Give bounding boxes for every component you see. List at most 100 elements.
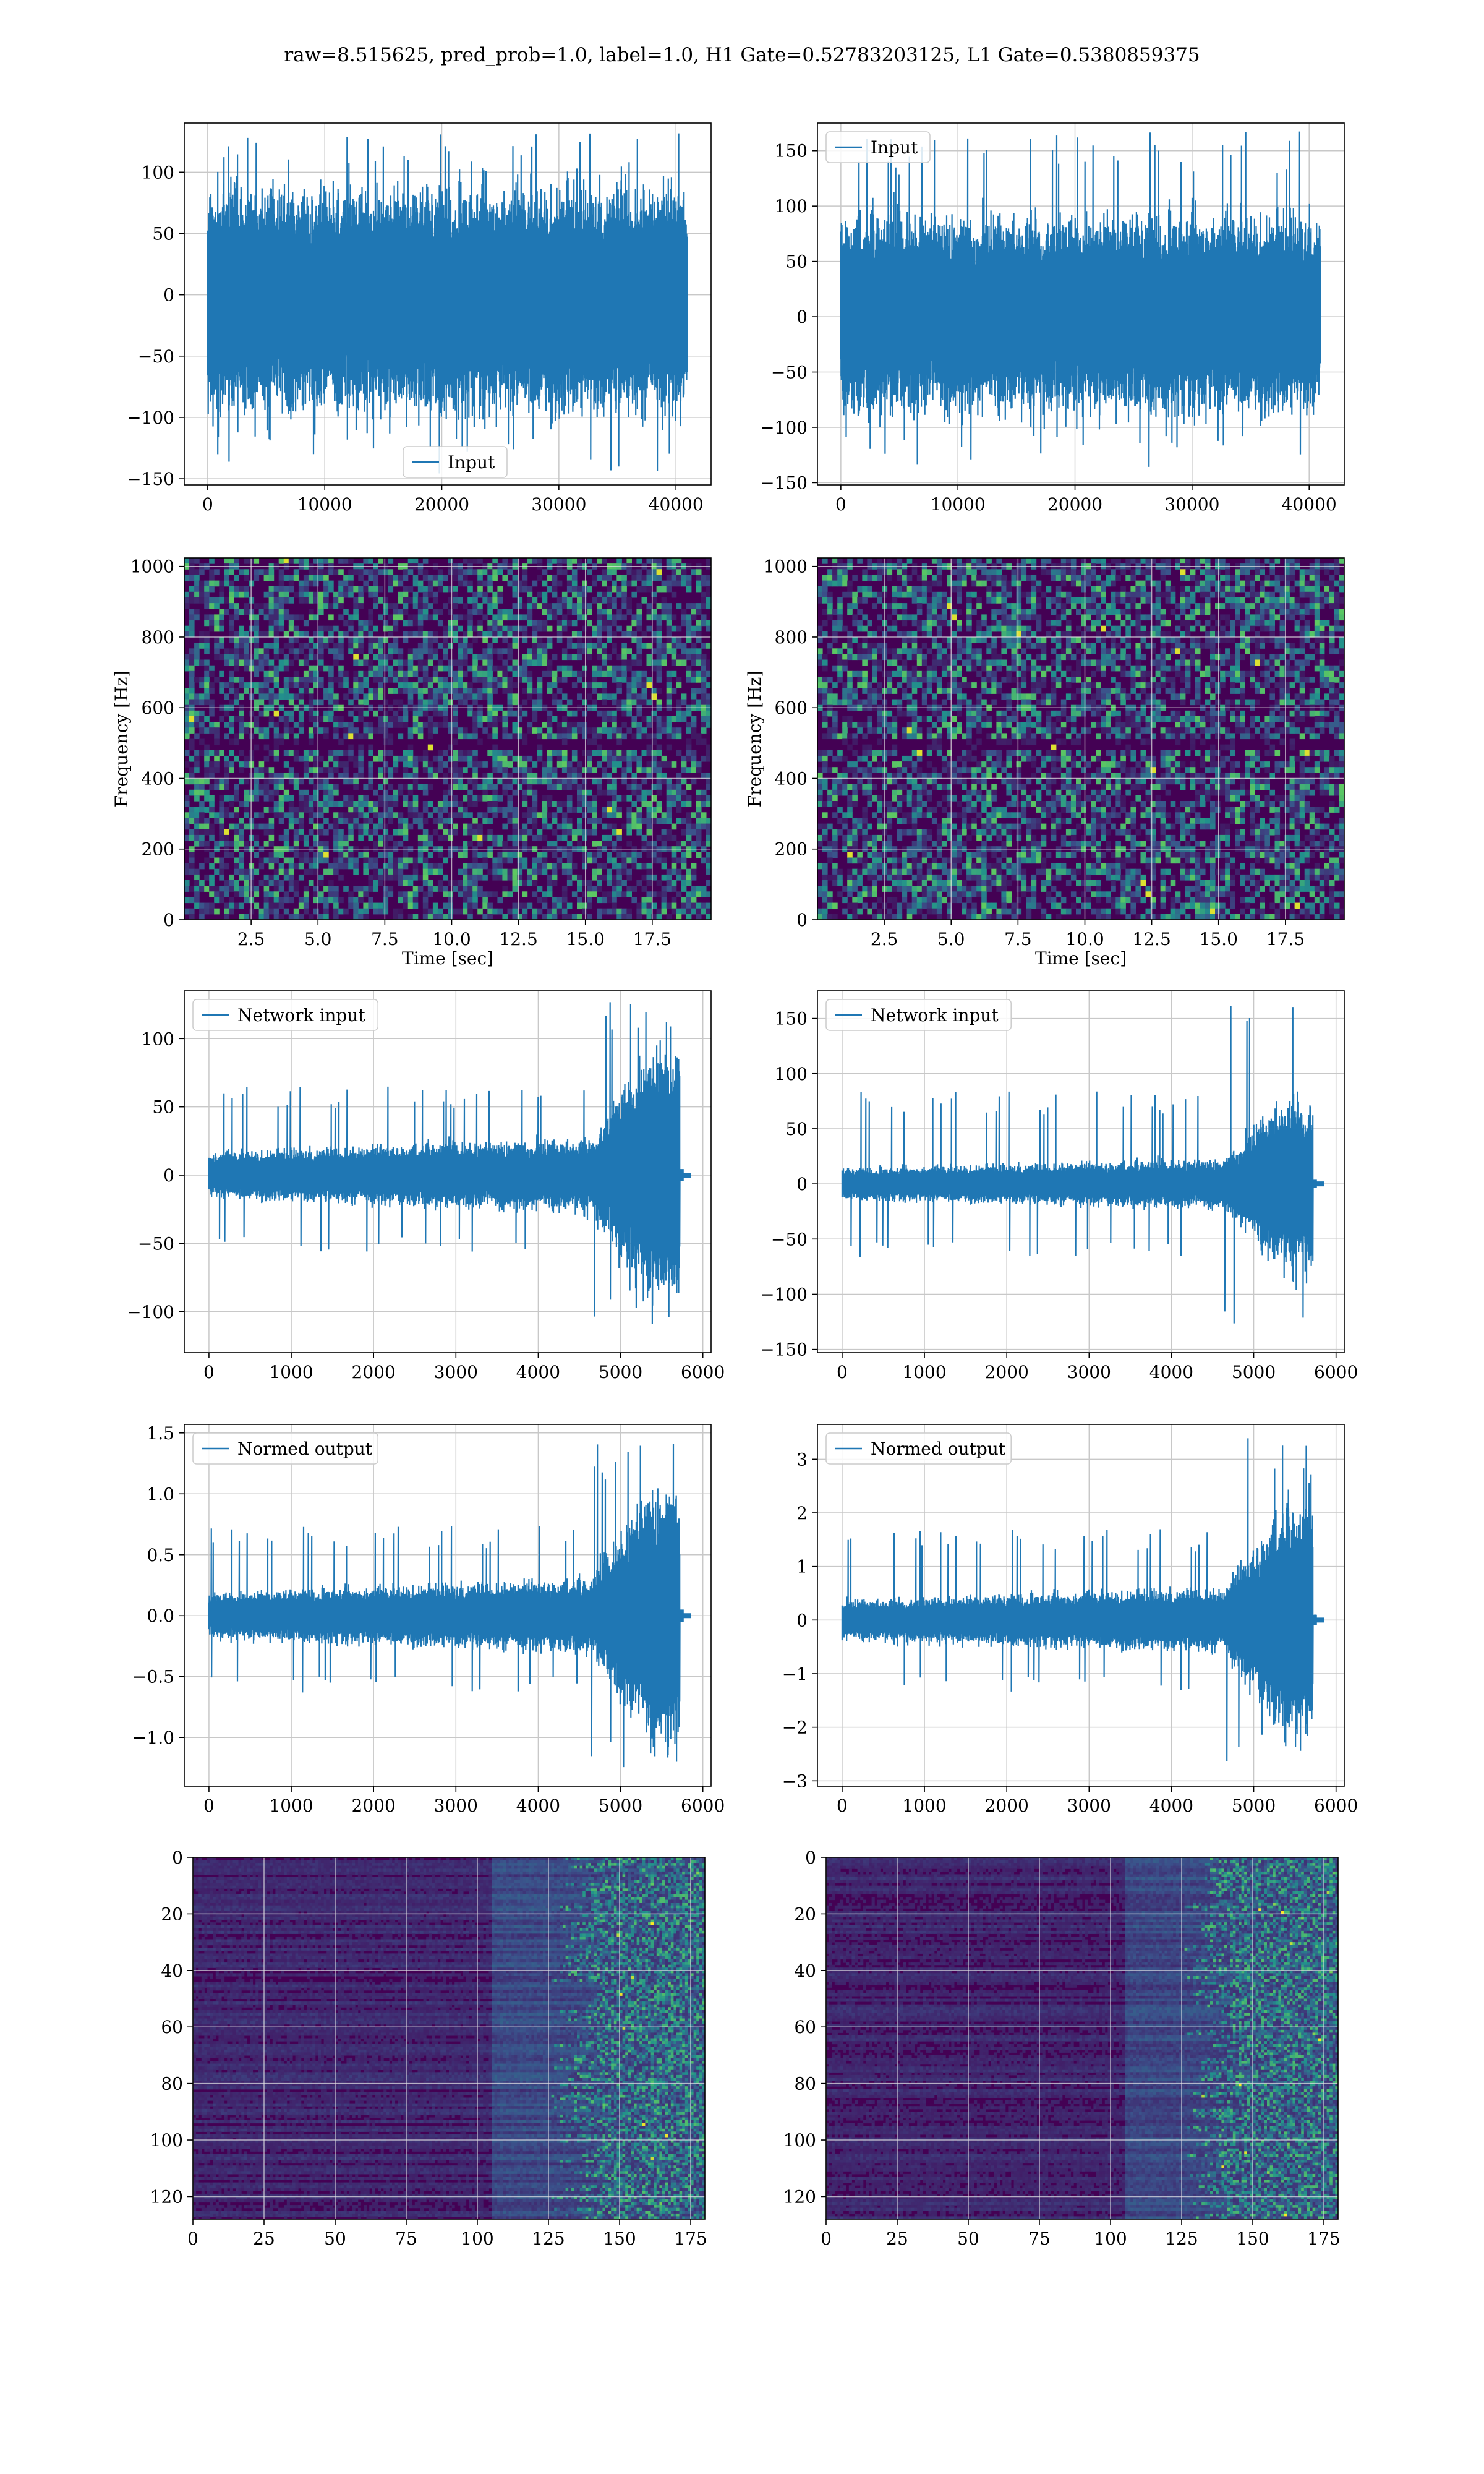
heatmap-cell: [348, 834, 354, 841]
heatmap-cell: [957, 591, 962, 598]
heatmap-cell: [902, 569, 908, 575]
heatmap-cell: [686, 841, 692, 847]
heatmap-cell: [268, 829, 275, 836]
heatmap-cell: [254, 834, 260, 841]
heatmap-cell: [412, 670, 419, 677]
heatmap-cell: [239, 637, 244, 643]
heatmap-cell: [566, 603, 573, 609]
heatmap-cell: [582, 801, 587, 807]
heatmap-cell: [1240, 586, 1245, 593]
heatmap-cell: [283, 727, 289, 734]
heatmap-cell: [184, 795, 190, 802]
heatmap-cell: [278, 897, 284, 904]
heatmap-cell: [547, 710, 553, 717]
heatmap-cell: [353, 761, 359, 768]
heatmap-cell: [254, 789, 260, 796]
heatmap-cell: [293, 807, 299, 813]
heatmap-cell: [616, 891, 622, 897]
heatmap-cell: [308, 710, 314, 717]
heatmap-cell: [412, 716, 419, 722]
heatmap-cell: [641, 841, 647, 847]
heatmap-cell: [1150, 609, 1156, 615]
heatmap-cell: [696, 807, 702, 813]
heatmap-cell: [646, 801, 652, 807]
heatmap-cell: [458, 868, 463, 875]
heatmap-cell: [244, 795, 250, 802]
heatmap-cell: [602, 569, 607, 575]
heatmap-cell: [497, 609, 503, 615]
heatmap-cell: [1006, 586, 1012, 593]
heatmap-cell: [542, 807, 548, 813]
heatmap-cell: [542, 914, 548, 920]
heatmap-cell: [621, 643, 627, 649]
heatmap-cell: [1011, 609, 1017, 615]
heatmap-cell: [214, 755, 220, 762]
heatmap-cell: [556, 755, 563, 762]
heatmap-cell: [1304, 586, 1310, 593]
heatmap-cell: [681, 648, 687, 654]
heatmap-cell: [194, 841, 200, 847]
heatmap-cell: [1125, 558, 1131, 564]
heatmap-cell: [328, 625, 334, 632]
heatmap-cell: [328, 823, 334, 830]
heatmap-cell: [353, 637, 359, 643]
heatmap-cell: [852, 620, 858, 627]
heatmap-cell: [597, 631, 602, 638]
heatmap-cell: [298, 897, 304, 904]
heatmap-cell: [229, 699, 234, 706]
heatmap-cell: [258, 648, 265, 654]
heatmap-cell: [467, 558, 473, 564]
heatmap-cell: [641, 733, 647, 740]
heatmap-cell: [263, 902, 270, 909]
heatmap-cell: [318, 603, 324, 609]
heatmap-cell: [666, 914, 672, 920]
heatmap-cell: [189, 778, 195, 785]
heatmap-cell: [219, 614, 224, 621]
heatmap-cell: [706, 625, 711, 632]
heatmap-cell: [338, 603, 344, 609]
heatmap-cell: [646, 868, 652, 875]
heatmap-cell: [353, 597, 359, 604]
heatmap-cell: [273, 654, 279, 661]
heatmap-cell: [219, 897, 224, 904]
heatmap-cell: [323, 818, 329, 824]
heatmap-cell: [651, 558, 657, 564]
heatmap-cell: [458, 778, 463, 785]
heatmap-cell: [1255, 597, 1260, 604]
heatmap-cell: [522, 778, 528, 785]
legend-box: [403, 446, 508, 478]
heatmap-cell: [602, 812, 607, 818]
heatmap-cell: [686, 829, 692, 836]
heatmap-cell: [298, 597, 304, 604]
heatmap-cell: [463, 631, 468, 638]
heatmap-cell: [602, 789, 607, 796]
heatmap-cell: [358, 603, 364, 609]
heatmap-cell: [437, 699, 443, 706]
heatmap-cell: [1036, 603, 1042, 609]
heatmap-cell: [522, 823, 528, 830]
heatmap-cell: [417, 699, 424, 706]
heatmap-cell: [1309, 580, 1315, 587]
heatmap-cell: [432, 807, 438, 813]
heatmap-cell: [263, 886, 270, 892]
heatmap-cell: [641, 778, 647, 785]
heatmap-cell: [522, 880, 528, 886]
heatmap-cell: [219, 750, 224, 756]
heatmap-cell: [1190, 575, 1196, 581]
heatmap-cell: [403, 801, 409, 807]
heatmap-cell: [343, 761, 349, 768]
heatmap-cell: [532, 625, 538, 632]
heatmap-cell: [607, 716, 612, 722]
heatmap-cell: [398, 789, 404, 796]
heatmap-cell: [427, 812, 433, 818]
heatmap-cell: [363, 620, 369, 627]
heatmap-cell: [1046, 569, 1052, 575]
heatmap-cell: [407, 733, 414, 740]
heatmap-cell: [417, 886, 424, 892]
heatmap-cell: [532, 620, 538, 627]
heatmap-cell: [592, 874, 597, 881]
heatmap-cell: [477, 823, 483, 830]
heatmap-cell: [258, 823, 265, 830]
heatmap-cell: [696, 852, 702, 858]
heatmap-cell: [656, 773, 662, 779]
